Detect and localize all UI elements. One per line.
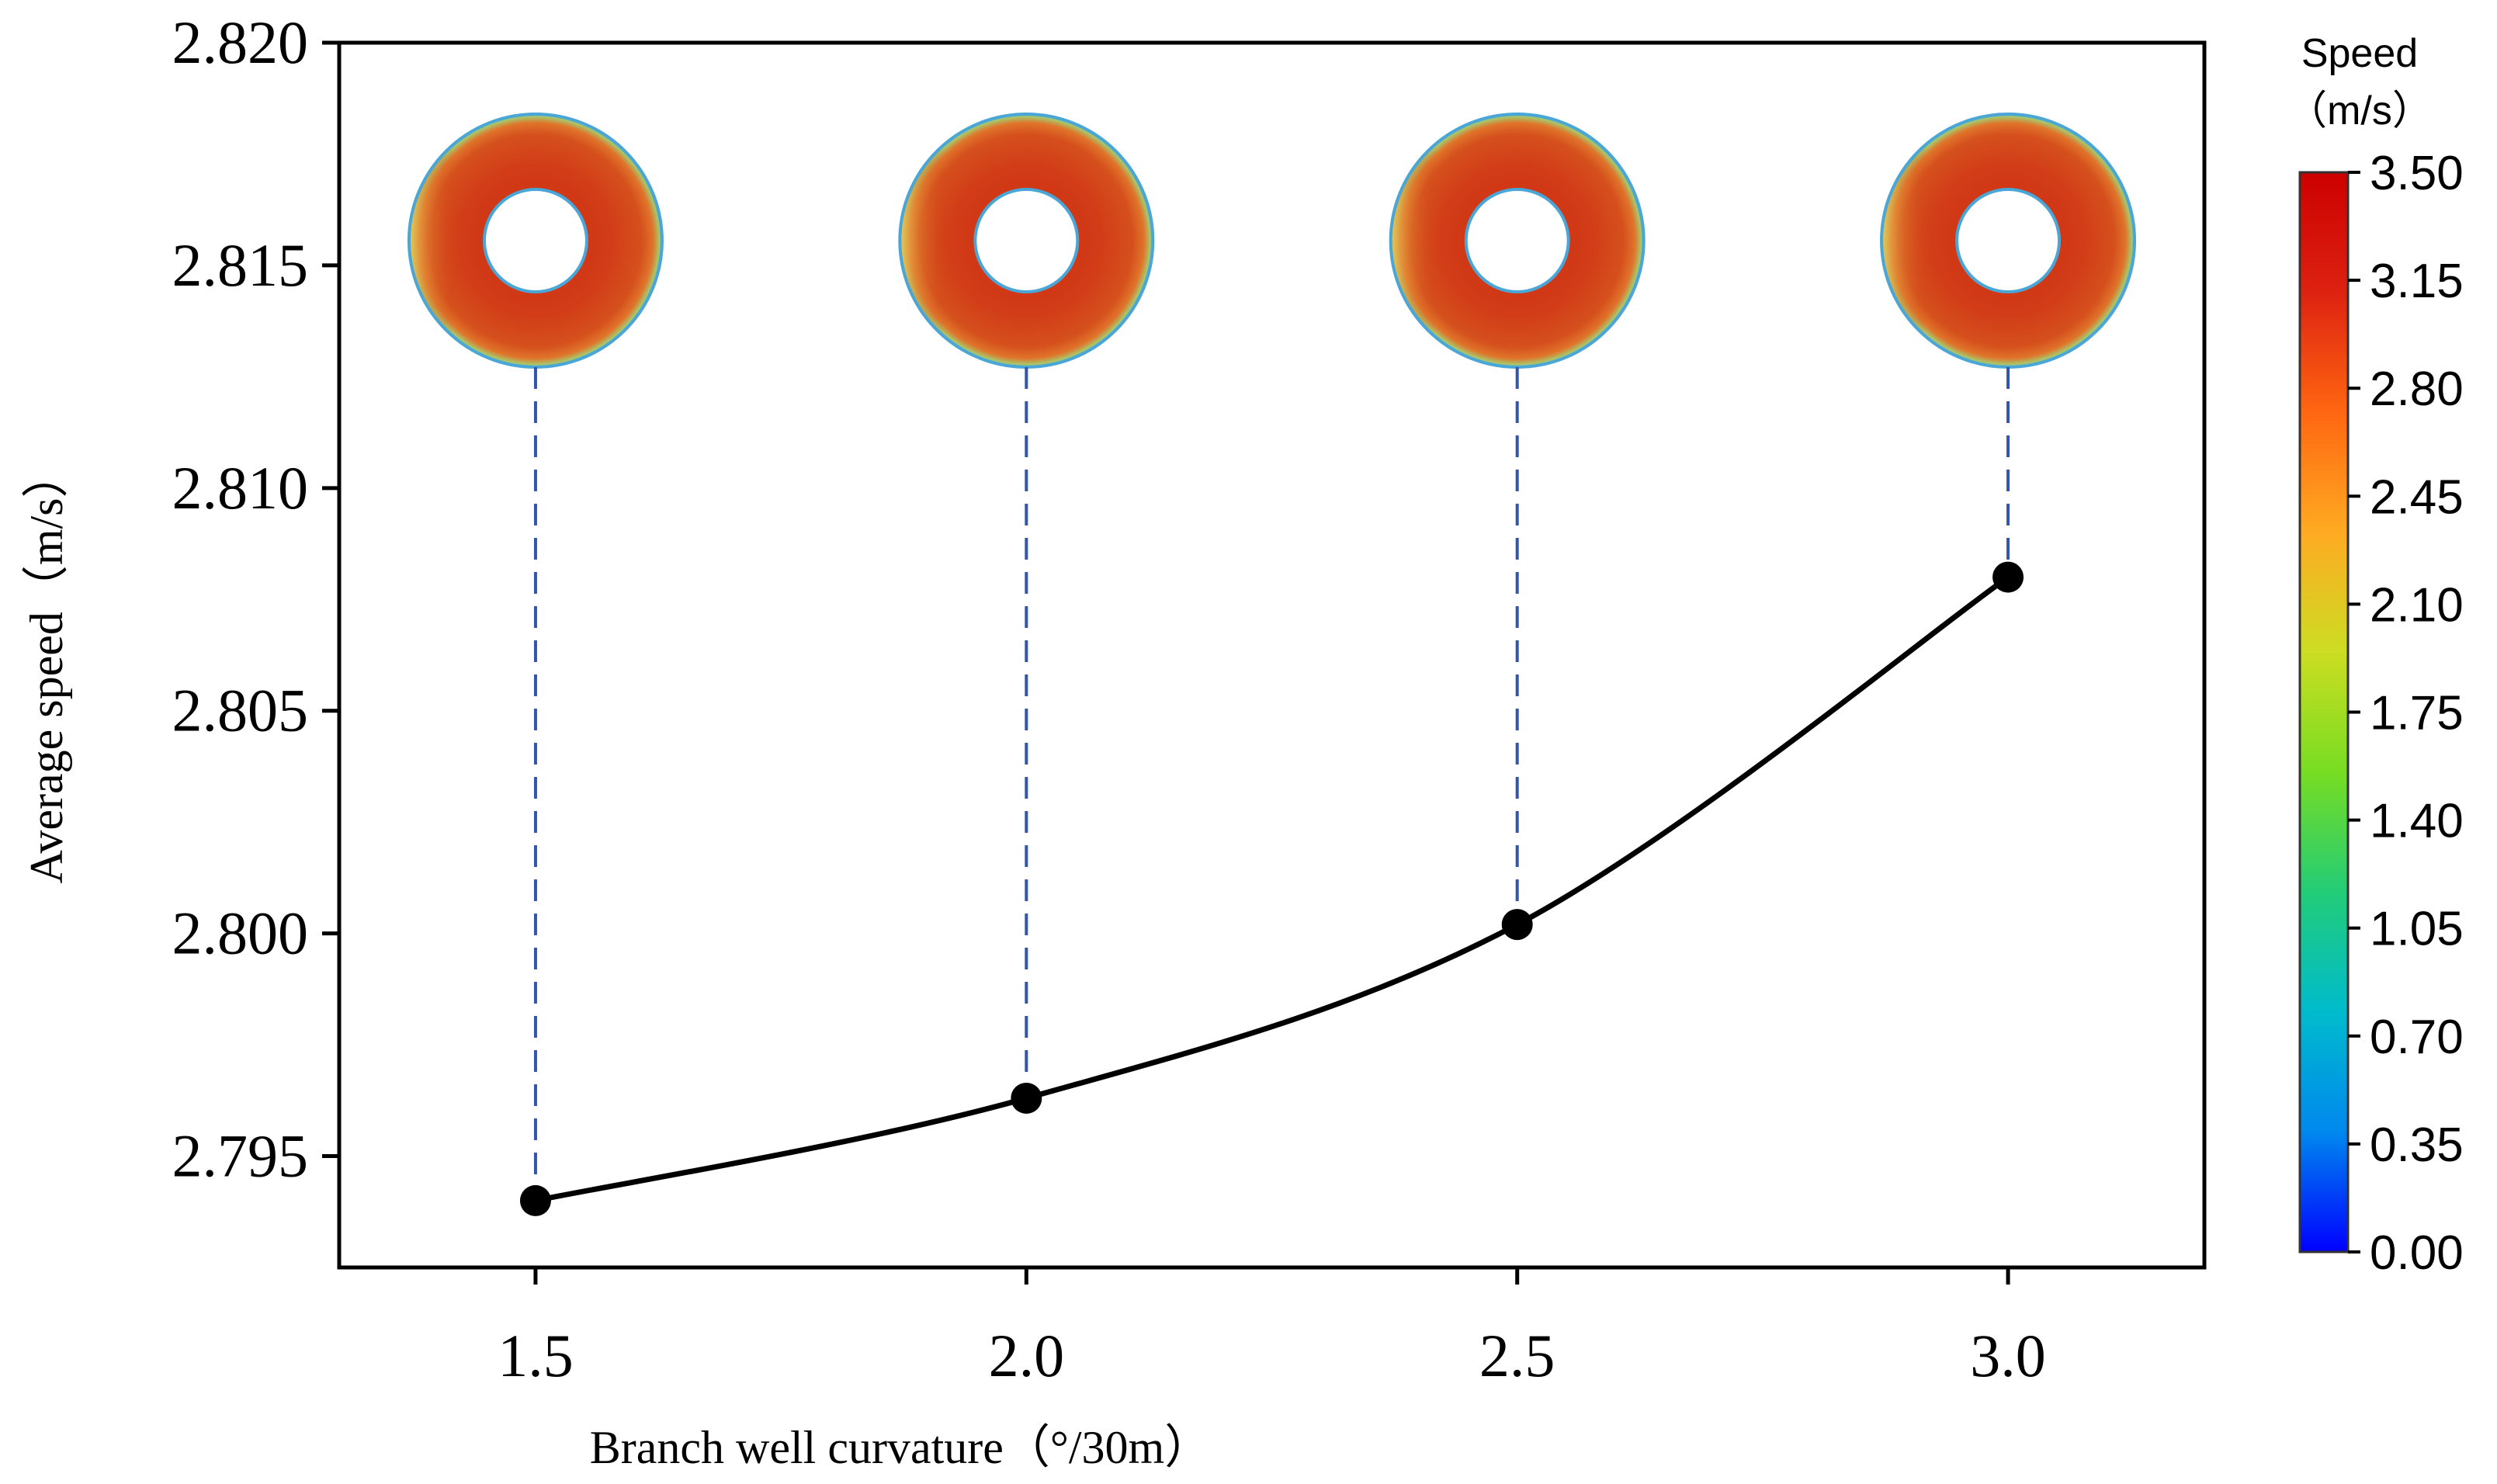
colorbar-tick-label: 0.00 bbox=[2370, 1226, 2464, 1280]
annulus-shading bbox=[900, 114, 1153, 367]
y-axis-label: Average speed（m/s） bbox=[21, 451, 72, 883]
contour-inset bbox=[407, 113, 664, 369]
y-tick-label: 2.815 bbox=[172, 231, 309, 299]
x-tick-label: 1.5 bbox=[498, 1322, 574, 1389]
contour-inset bbox=[898, 113, 1155, 369]
series-line bbox=[535, 574, 2010, 1204]
data-point bbox=[1992, 561, 2024, 593]
colorbar-tick-label: 3.15 bbox=[2370, 255, 2464, 308]
colorbar-title: Speed bbox=[2301, 31, 2418, 76]
colorbar-tick-label: 2.80 bbox=[2370, 362, 2464, 416]
colorbar-tick-label: 1.40 bbox=[2370, 795, 2464, 848]
annulus-shading bbox=[1881, 114, 2135, 367]
contour-insets bbox=[407, 113, 2137, 369]
annulus-inner-edge bbox=[973, 188, 1080, 293]
x-axis-label: Branch well curvature（°/30m） bbox=[590, 1422, 1211, 1473]
annulus-inner-edge bbox=[1955, 188, 2062, 293]
colorbar-unit: （m/s） bbox=[2287, 88, 2433, 133]
colorbar-scale bbox=[2298, 171, 2350, 1253]
colorbar-tick-label: 2.10 bbox=[2370, 578, 2464, 632]
annulus-inner-edge bbox=[1464, 188, 1570, 293]
colorbar-tick-label: 0.35 bbox=[2370, 1118, 2464, 1172]
colorbar-tick-label: 1.05 bbox=[2370, 903, 2464, 956]
data-point bbox=[1011, 1082, 1042, 1114]
y-tick-label: 2.805 bbox=[172, 677, 309, 744]
colorbar-tick-label: 1.75 bbox=[2370, 687, 2464, 740]
annulus-inner-edge bbox=[482, 188, 588, 293]
x-tick-label: 3.0 bbox=[1970, 1322, 2046, 1389]
data-point bbox=[519, 1184, 551, 1216]
data-point bbox=[1501, 909, 1533, 941]
y-tick-label: 2.795 bbox=[172, 1122, 309, 1190]
annulus-shading bbox=[408, 113, 662, 368]
axes: 2.795 2.800 2.805 2.810 2.815 2.820 1.5 2.0 2.5 3… bbox=[172, 9, 2207, 1389]
colorbar: 3.50 3.15 2.80 2.45 2.10 1.75 1.40 1.05 0.70 0.35… bbox=[2298, 147, 2464, 1280]
colorbar-tick-label: 2.45 bbox=[2370, 470, 2464, 524]
y-tick-label: 2.820 bbox=[172, 9, 309, 76]
leader-lines bbox=[533, 367, 2010, 1201]
series-line-layer bbox=[519, 561, 2024, 1216]
y-tick-label: 2.810 bbox=[172, 454, 309, 522]
contour-inset bbox=[1880, 113, 2137, 369]
colorbar-tick-label: 3.50 bbox=[2370, 147, 2464, 200]
contour-inset bbox=[1389, 113, 1646, 369]
x-tick-label: 2.0 bbox=[989, 1322, 1065, 1389]
x-tick-label: 2.5 bbox=[1479, 1322, 1555, 1389]
plot-frame bbox=[337, 40, 2207, 1270]
y-tick-label: 2.800 bbox=[172, 900, 309, 967]
colorbar-tick-label: 0.70 bbox=[2370, 1011, 2464, 1064]
annulus-shading bbox=[1390, 114, 1644, 368]
